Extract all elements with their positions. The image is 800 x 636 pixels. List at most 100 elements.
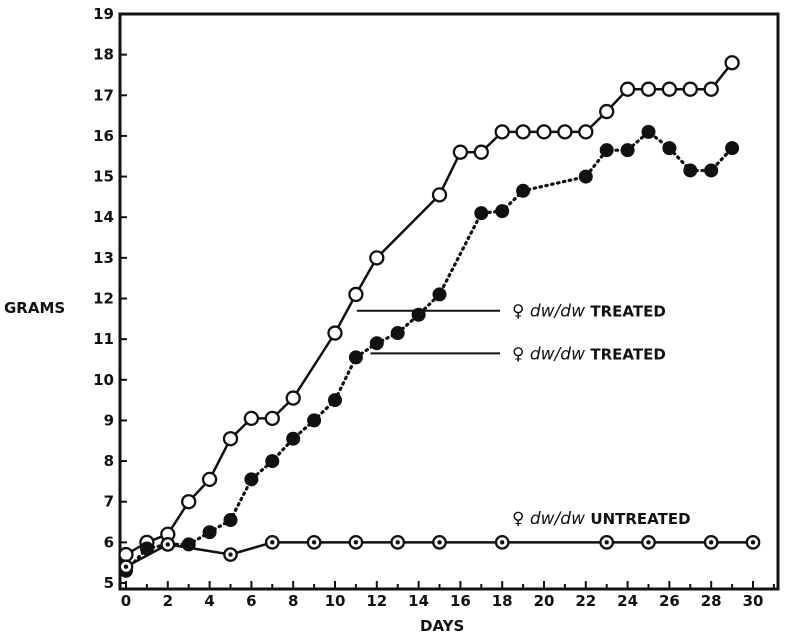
data-point-filled (432, 287, 447, 302)
x-tick-label: 28 (701, 592, 722, 610)
data-point-dot (604, 540, 609, 545)
data-point-open (578, 124, 594, 140)
data-point-open (473, 144, 489, 160)
data-point-dot (270, 540, 275, 545)
data-point-dot (353, 540, 359, 545)
data-point-filled (683, 163, 698, 178)
x-tick-label: 6 (246, 592, 256, 610)
data-point-dot (228, 552, 233, 557)
data-point-dot (165, 542, 170, 547)
data-point-open (557, 124, 573, 140)
data-point-filled (620, 143, 635, 158)
data-point-open (619, 81, 636, 97)
data-point-dot (500, 540, 505, 545)
y-tick-label: 18 (93, 46, 114, 64)
x-tick-label: 22 (575, 592, 596, 610)
data-point-filled (474, 206, 489, 221)
data-point-open (724, 55, 740, 71)
axes (118, 12, 780, 591)
y-tick-label: 11 (93, 330, 114, 348)
y-tick-label: 5 (104, 574, 114, 592)
y-tick-label: 13 (93, 249, 114, 267)
y-tick-label: 17 (93, 86, 114, 104)
data-point-open (515, 124, 531, 140)
x-axis-label: DAYS (420, 617, 464, 635)
data-point-open (264, 410, 280, 427)
data-point-open (494, 124, 510, 140)
data-point-open (118, 546, 134, 563)
x-tick-label: 0 (121, 592, 131, 610)
data-point-filled (578, 169, 593, 184)
y-tick-label: 9 (104, 411, 114, 429)
data-point-open (452, 144, 469, 160)
x-tick-label: 12 (366, 592, 387, 610)
data-point-filled (223, 513, 238, 528)
x-tick-label: 26 (659, 592, 680, 610)
data-point-filled (286, 431, 301, 446)
plot-frame (118, 12, 780, 591)
data-point-open (369, 250, 385, 266)
data-point-filled (369, 336, 384, 351)
y-tick-label: 14 (93, 208, 114, 226)
data-point-open (661, 81, 678, 97)
x-tick-label: 30 (743, 592, 764, 610)
data-point-dot (311, 540, 317, 545)
data-point-filled (348, 350, 363, 365)
x-tick-label: 10 (325, 592, 346, 610)
legend-entry-1: ♀ dw/dw TREATED (512, 302, 666, 322)
data-point-dot (437, 540, 442, 545)
data-point-open (431, 187, 448, 203)
legend-entry-2: ♀ dw/dw TREATED (512, 344, 666, 364)
data-point-open (703, 81, 719, 97)
x-tick-label: 20 (534, 592, 555, 610)
data-point-open (348, 286, 364, 303)
data-point-open (327, 325, 343, 341)
data-point-filled (725, 141, 740, 156)
data-point-open (222, 431, 239, 447)
y-axis-label: GRAMS (4, 299, 65, 317)
y-tick-label: 10 (93, 371, 114, 389)
data-point-filled (516, 183, 531, 198)
y-tick-label: 7 (104, 493, 114, 511)
series-group (118, 55, 761, 578)
data-point-open (599, 103, 615, 120)
data-point-open (285, 390, 301, 406)
x-tick-label: 18 (492, 592, 513, 610)
data-point-filled (662, 141, 677, 156)
x-tick-label: 14 (408, 592, 429, 610)
legend: ♀ dw/dw TREATED ♀ dw/dw TREATED ♀ dw/dw UN… (356, 302, 691, 529)
y-tick-label: 15 (93, 168, 114, 186)
data-point-dot (123, 564, 129, 569)
data-point-open (243, 410, 260, 427)
data-point-open (682, 81, 698, 97)
data-point-filled (704, 163, 719, 178)
data-point-filled (599, 143, 614, 158)
y-tick-label: 19 (93, 5, 114, 23)
data-point-filled (641, 124, 656, 139)
data-point-filled (244, 472, 259, 487)
data-point-open (640, 81, 657, 97)
data-point-filled (390, 326, 405, 341)
data-point-dot (646, 540, 651, 545)
x-tick-label: 2 (163, 592, 173, 610)
data-point-filled (495, 204, 510, 219)
y-tick-label: 16 (93, 127, 114, 145)
y-tick-label: 6 (104, 533, 114, 551)
data-point-filled (265, 454, 280, 469)
data-point-open (201, 471, 218, 488)
data-point-open (536, 124, 552, 140)
data-point-filled (202, 525, 217, 540)
y-axis-ticks: 5 6 7 8 9 10 11 12 13 14 15 16 17 18 19 (93, 5, 127, 592)
data-point-dot (395, 540, 400, 545)
y-tick-label: 8 (104, 452, 114, 470)
x-axis-ticks: 0 2 4 6 8 10 12 14 16 18 20 22 24 26 28 30 (121, 581, 775, 610)
x-tick-label: 4 (204, 592, 214, 610)
data-point-filled (307, 413, 322, 428)
y-tick-label: 12 (93, 290, 114, 308)
data-point-open (181, 494, 197, 510)
x-tick-label: 16 (450, 592, 471, 610)
x-tick-label: 8 (288, 592, 298, 610)
x-tick-label: 24 (617, 592, 638, 610)
data-point-filled (328, 393, 342, 408)
